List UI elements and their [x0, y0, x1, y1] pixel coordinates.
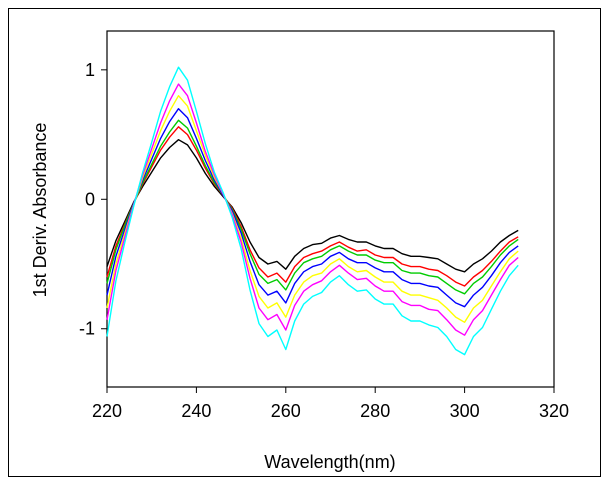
y-axis: -1 0 1 [79, 60, 107, 339]
x-tick-label: 300 [450, 401, 480, 421]
series-line-4 [106, 107, 519, 308]
plot-area: 220 240 260 280 300 320 -1 0 1 [79, 30, 569, 421]
x-axis-label: Wavelength(nm) [264, 452, 395, 472]
series-line-6 [106, 83, 519, 336]
series-line-5 [106, 94, 519, 323]
x-tick-label: 280 [360, 401, 390, 421]
plot-border [106, 30, 555, 388]
x-tick-label: 220 [92, 401, 122, 421]
x-tick-label: 240 [181, 401, 211, 421]
series-line-3 [106, 119, 519, 295]
y-tick-label: 1 [85, 60, 95, 80]
x-axis: 220 240 260 280 300 320 [92, 387, 569, 421]
y-tick-label: 0 [85, 189, 95, 209]
y-axis-label: 1st Deriv. Absorbance [30, 123, 50, 298]
x-tick-label: 260 [271, 401, 301, 421]
y-tick-label: -1 [79, 319, 95, 339]
x-tick-label: 320 [539, 401, 569, 421]
series-line-2 [106, 126, 519, 287]
series-line-1 [106, 138, 519, 273]
series-lines [106, 66, 519, 356]
series-line-7 [106, 66, 519, 356]
